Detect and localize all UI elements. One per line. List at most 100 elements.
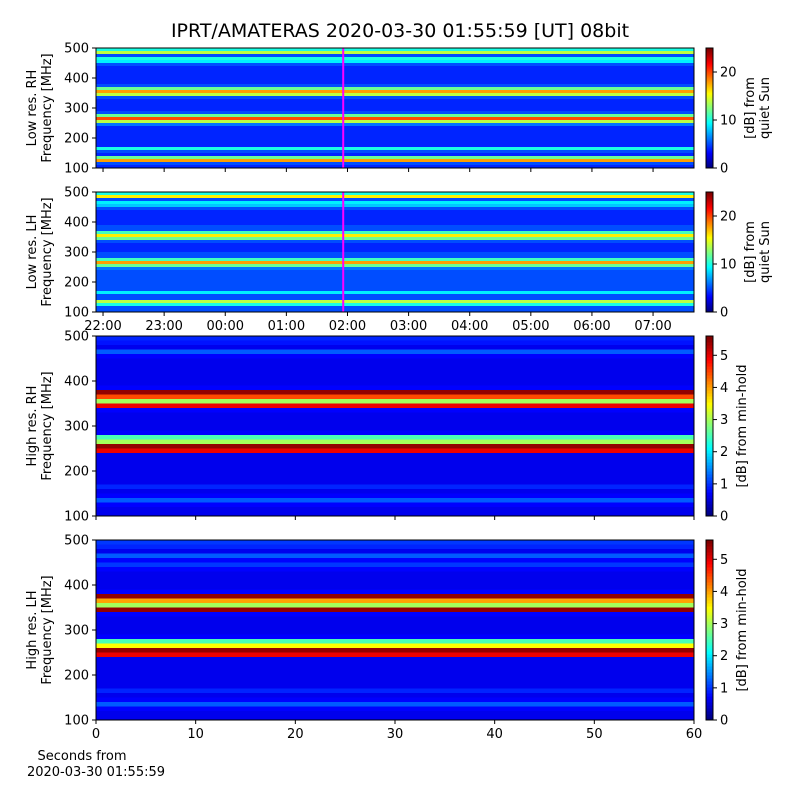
y-label: High res. RH [25, 386, 40, 467]
colorbar-segment [706, 657, 713, 661]
colorbar-segment [706, 140, 713, 143]
colorbar-segment [706, 501, 713, 505]
heatmap-cell [96, 54, 694, 57]
colorbar-segment [706, 480, 713, 484]
y-label: High res. LH [25, 590, 40, 669]
colorbar-segment [706, 136, 713, 139]
heatmap-cell [96, 102, 694, 105]
colorbar-segment [706, 669, 713, 673]
heatmap-cell [96, 598, 694, 603]
colorbar-segment [706, 58, 713, 61]
heatmap-cell [96, 240, 694, 243]
colorbar-segment [706, 220, 713, 223]
colorbar-segment [706, 118, 713, 121]
colorbar-segment [706, 342, 713, 346]
colorbar-frame [705, 539, 714, 721]
colorbar-segment [706, 618, 713, 622]
heatmap-cell [96, 273, 694, 276]
colorbar-segment [706, 666, 713, 670]
heatmap-cell [96, 634, 694, 639]
heatmap-cell [96, 453, 694, 458]
y-label: Low res. RH [25, 70, 40, 147]
colorbar-segment [706, 56, 713, 59]
colorbar-segment [706, 292, 713, 295]
colorbar-segment [706, 648, 713, 652]
x-tick-label: 10 [187, 727, 204, 742]
heatmap-cell [96, 693, 694, 698]
colorbar-segment [706, 80, 713, 83]
x-tick-label: 07:00 [634, 319, 671, 334]
colorbar-segment [706, 62, 713, 65]
colorbar-segment [706, 128, 713, 131]
heatmap-cell [96, 249, 694, 252]
heatmap-cell [96, 493, 694, 498]
colorbar-segment [706, 597, 713, 601]
colorbar-segment [706, 492, 713, 496]
heatmap-cell [96, 297, 694, 300]
colorbar-segment [706, 441, 713, 445]
heatmap-cell [96, 258, 694, 261]
colorbar-segment [706, 351, 713, 355]
heatmap-cell [96, 72, 694, 75]
colorbar-label: [dB] from min-hold [735, 364, 750, 487]
colorbar-segment [706, 585, 713, 589]
heatmap-cell [96, 354, 694, 359]
heatmap-cell [96, 138, 694, 141]
colorbar-segment [706, 260, 713, 263]
colorbar-segment [706, 310, 713, 313]
colorbar-segment [706, 708, 713, 712]
y-tick-label: 500 [64, 534, 89, 549]
colorbar-segment [706, 426, 713, 430]
colorbar-frame [705, 335, 714, 517]
colorbar-segment [706, 306, 713, 309]
heatmap-cell [96, 141, 694, 144]
heatmap-cell [96, 540, 694, 545]
colorbar-tick-label: 5 [720, 553, 728, 568]
colorbar-segment [706, 504, 713, 508]
colorbar-segment [706, 250, 713, 253]
colorbar-segment [706, 198, 713, 201]
heatmap-cell [96, 267, 694, 270]
heatmap-cell [96, 480, 694, 485]
colorbar-segment [706, 142, 713, 145]
y-label: Low res. LH [25, 215, 40, 290]
heatmap-cell [96, 99, 694, 102]
colorbar-segment [706, 264, 713, 267]
heatmap-cell [96, 288, 694, 291]
colorbar-segment [706, 230, 713, 233]
colorbar-segment [706, 498, 713, 502]
heatmap-cell [96, 90, 694, 93]
x-label: 2020-03-30 01:55:59 [27, 765, 165, 780]
y-tick-label: 200 [64, 669, 89, 684]
colorbar-segment [706, 456, 713, 460]
heatmap-cell [96, 159, 694, 162]
colorbar-segment [706, 513, 713, 517]
colorbar-segment [706, 68, 713, 71]
colorbar-segment [706, 218, 713, 221]
colorbar-tick-label: 3 [720, 617, 728, 632]
colorbar-segment [706, 122, 713, 125]
heatmap-cell [96, 231, 694, 234]
colorbar-segment [706, 579, 713, 583]
colorbar-segment [706, 148, 713, 151]
heatmap-cell [96, 303, 694, 306]
colorbar-segment [706, 363, 713, 367]
colorbar-segment [706, 675, 713, 679]
colorbar-segment [706, 465, 713, 469]
colorbar-segment [706, 630, 713, 634]
heatmap-cell [96, 385, 694, 390]
heatmap-cell [96, 153, 694, 156]
colorbar-segment [706, 160, 713, 163]
colorbar-segment [706, 582, 713, 586]
colorbar-segment [706, 254, 713, 257]
colorbar-segment [706, 600, 713, 604]
y-tick-label: 500 [64, 186, 89, 201]
heatmap-cell [96, 78, 694, 81]
colorbar-segment [706, 104, 713, 107]
heatmap-cell [96, 661, 694, 666]
colorbar-segment [706, 699, 713, 703]
colorbar-segment [706, 468, 713, 472]
y-label: Frequency [MHz] [40, 575, 55, 684]
colorbar-segment [706, 477, 713, 481]
colorbar-segment [706, 390, 713, 394]
